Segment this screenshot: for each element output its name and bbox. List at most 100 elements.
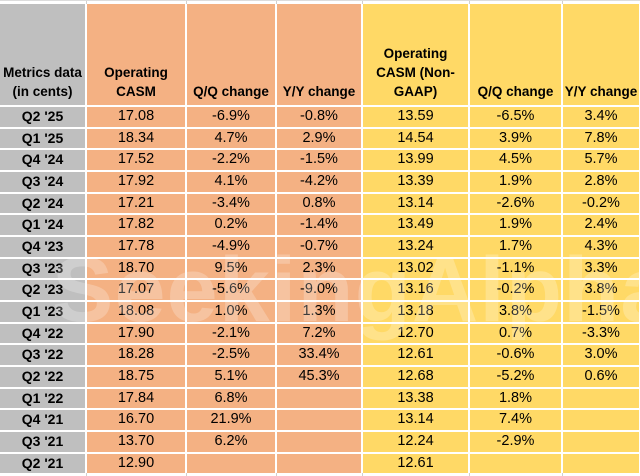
operating-casm-cell[interactable]: 12.90 xyxy=(85,451,187,476)
qq-change-cell[interactable]: 0.2% xyxy=(185,213,277,237)
non-gaap-qq-cell[interactable]: -6.5% xyxy=(468,105,563,129)
qq-change-cell[interactable]: -2.2% xyxy=(185,148,277,172)
operating-casm-cell[interactable]: 18.08 xyxy=(85,299,187,324)
non-gaap-yy-cell[interactable]: -0.2% xyxy=(561,191,640,216)
corner-header-cell[interactable]: Metrics data (in cents) xyxy=(0,4,87,107)
col-header-yy-change[interactable]: Y/Y change xyxy=(275,4,363,107)
yy-change-cell[interactable]: -9.0% xyxy=(275,278,363,302)
non-gaap-casm-cell[interactable]: 13.02 xyxy=(361,256,470,281)
period-cell[interactable]: Q1 '23 xyxy=(0,299,87,324)
non-gaap-qq-cell[interactable]: 3.8% xyxy=(468,299,563,324)
qq-change-cell[interactable]: 5.1% xyxy=(185,364,277,389)
col-header-operating-casm-non-gaap[interactable]: Operating CASM (Non-GAAP) xyxy=(361,4,470,107)
non-gaap-casm-cell[interactable]: 13.59 xyxy=(361,105,470,129)
qq-change-cell[interactable]: 6.2% xyxy=(185,429,277,454)
non-gaap-qq-cell[interactable]: 1.7% xyxy=(468,234,563,259)
operating-casm-cell[interactable]: 17.52 xyxy=(85,148,187,172)
non-gaap-casm-cell[interactable]: 13.14 xyxy=(361,408,470,432)
non-gaap-qq-cell[interactable]: 3.9% xyxy=(468,126,563,151)
period-cell[interactable]: Q4 '22 xyxy=(0,321,87,346)
non-gaap-yy-cell[interactable] xyxy=(561,386,640,411)
qq-change-cell[interactable]: -3.4% xyxy=(185,191,277,216)
yy-change-cell[interactable]: 2.3% xyxy=(275,256,363,281)
operating-casm-cell[interactable]: 17.08 xyxy=(85,105,187,129)
yy-change-cell[interactable] xyxy=(275,386,363,411)
yy-change-cell[interactable]: -1.4% xyxy=(275,213,363,237)
yy-change-cell[interactable]: 45.3% xyxy=(275,364,363,389)
non-gaap-casm-cell[interactable]: 13.14 xyxy=(361,191,470,216)
non-gaap-qq-cell[interactable]: 1.9% xyxy=(468,169,563,194)
non-gaap-casm-cell[interactable]: 12.68 xyxy=(361,364,470,389)
non-gaap-qq-cell[interactable] xyxy=(468,451,563,476)
qq-change-cell[interactable]: -2.5% xyxy=(185,343,277,367)
non-gaap-qq-cell[interactable]: -2.6% xyxy=(468,191,563,216)
non-gaap-qq-cell[interactable]: -1.1% xyxy=(468,256,563,281)
non-gaap-casm-cell[interactable]: 13.38 xyxy=(361,386,470,411)
qq-change-cell[interactable]: 1.0% xyxy=(185,299,277,324)
operating-casm-cell[interactable]: 17.21 xyxy=(85,191,187,216)
period-cell[interactable]: Q4 '21 xyxy=(0,408,87,432)
operating-casm-cell[interactable]: 13.70 xyxy=(85,429,187,454)
period-cell[interactable]: Q2 '25 xyxy=(0,105,87,129)
col-header-qq-change-non-gaap[interactable]: Q/Q change xyxy=(468,4,563,107)
operating-casm-cell[interactable]: 18.75 xyxy=(85,364,187,389)
non-gaap-yy-cell[interactable] xyxy=(561,408,640,432)
yy-change-cell[interactable]: -4.2% xyxy=(275,169,363,194)
yy-change-cell[interactable]: 2.9% xyxy=(275,126,363,151)
non-gaap-casm-cell[interactable]: 13.24 xyxy=(361,234,470,259)
yy-change-cell[interactable]: -0.7% xyxy=(275,234,363,259)
yy-change-cell[interactable]: 0.8% xyxy=(275,191,363,216)
non-gaap-qq-cell[interactable]: 1.8% xyxy=(468,386,563,411)
non-gaap-yy-cell[interactable]: 2.8% xyxy=(561,169,640,194)
non-gaap-yy-cell[interactable]: 3.0% xyxy=(561,343,640,367)
yy-change-cell[interactable] xyxy=(275,408,363,432)
period-cell[interactable]: Q3 '24 xyxy=(0,169,87,194)
non-gaap-qq-cell[interactable]: 4.5% xyxy=(468,148,563,172)
operating-casm-cell[interactable]: 18.28 xyxy=(85,343,187,367)
operating-casm-cell[interactable]: 18.34 xyxy=(85,126,187,151)
period-cell[interactable]: Q1 '25 xyxy=(0,126,87,151)
non-gaap-yy-cell[interactable] xyxy=(561,451,640,476)
non-gaap-yy-cell[interactable] xyxy=(561,429,640,454)
qq-change-cell[interactable]: 4.7% xyxy=(185,126,277,151)
qq-change-cell[interactable]: 4.1% xyxy=(185,169,277,194)
operating-casm-cell[interactable]: 17.07 xyxy=(85,278,187,302)
operating-casm-cell[interactable]: 16.70 xyxy=(85,408,187,432)
operating-casm-cell[interactable]: 18.70 xyxy=(85,256,187,281)
qq-change-cell[interactable]: -4.9% xyxy=(185,234,277,259)
period-cell[interactable]: Q2 '24 xyxy=(0,191,87,216)
non-gaap-yy-cell[interactable]: 2.4% xyxy=(561,213,640,237)
yy-change-cell[interactable]: 33.4% xyxy=(275,343,363,367)
non-gaap-qq-cell[interactable]: -2.9% xyxy=(468,429,563,454)
operating-casm-cell[interactable]: 17.90 xyxy=(85,321,187,346)
non-gaap-yy-cell[interactable]: -1.5% xyxy=(561,299,640,324)
non-gaap-qq-cell[interactable]: 7.4% xyxy=(468,408,563,432)
non-gaap-qq-cell[interactable]: -5.2% xyxy=(468,364,563,389)
yy-change-cell[interactable]: -0.8% xyxy=(275,105,363,129)
col-header-yy-change-non-gaap[interactable]: Y/Y change xyxy=(561,4,640,107)
non-gaap-casm-cell[interactable]: 12.70 xyxy=(361,321,470,346)
non-gaap-yy-cell[interactable]: 3.8% xyxy=(561,278,640,302)
non-gaap-casm-cell[interactable]: 13.16 xyxy=(361,278,470,302)
qq-change-cell[interactable]: 9.5% xyxy=(185,256,277,281)
period-cell[interactable]: Q2 '22 xyxy=(0,364,87,389)
non-gaap-yy-cell[interactable]: 3.4% xyxy=(561,105,640,129)
period-cell[interactable]: Q1 '22 xyxy=(0,386,87,411)
period-cell[interactable]: Q4 '23 xyxy=(0,234,87,259)
yy-change-cell[interactable] xyxy=(275,429,363,454)
non-gaap-casm-cell[interactable]: 12.24 xyxy=(361,429,470,454)
col-header-qq-change[interactable]: Q/Q change xyxy=(185,4,277,107)
operating-casm-cell[interactable]: 17.82 xyxy=(85,213,187,237)
non-gaap-casm-cell[interactable]: 12.61 xyxy=(361,343,470,367)
operating-casm-cell[interactable]: 17.92 xyxy=(85,169,187,194)
operating-casm-cell[interactable]: 17.84 xyxy=(85,386,187,411)
non-gaap-yy-cell[interactable]: -3.3% xyxy=(561,321,640,346)
non-gaap-casm-cell[interactable]: 14.54 xyxy=(361,126,470,151)
non-gaap-yy-cell[interactable]: 7.8% xyxy=(561,126,640,151)
yy-change-cell[interactable] xyxy=(275,451,363,476)
period-cell[interactable]: Q1 '24 xyxy=(0,213,87,237)
period-cell[interactable]: Q2 '21 xyxy=(0,451,87,476)
period-cell[interactable]: Q3 '22 xyxy=(0,343,87,367)
qq-change-cell[interactable]: 21.9% xyxy=(185,408,277,432)
yy-change-cell[interactable]: 1.3% xyxy=(275,299,363,324)
